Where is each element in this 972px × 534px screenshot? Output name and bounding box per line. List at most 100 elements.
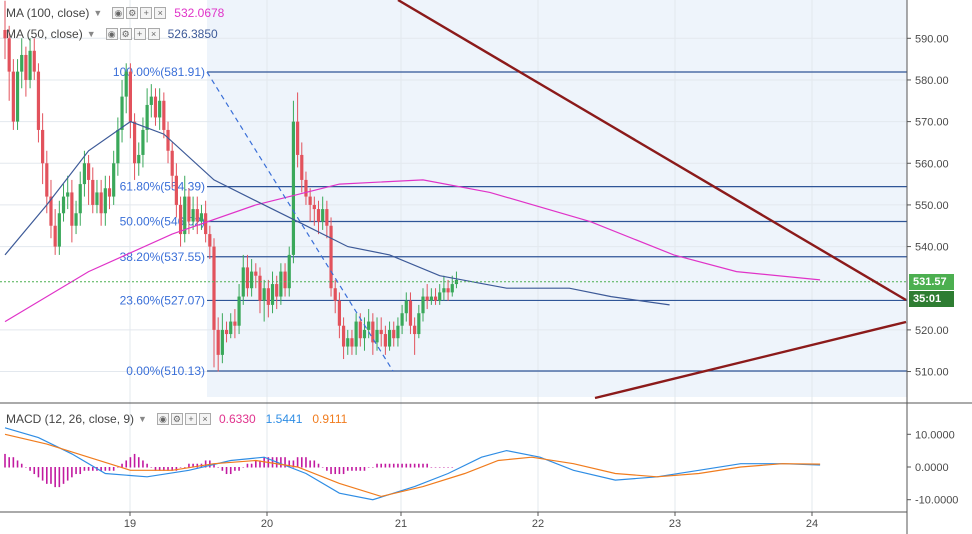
candle[interactable] <box>137 142 141 176</box>
candle[interactable] <box>41 113 45 185</box>
candle[interactable] <box>191 196 195 230</box>
candle[interactable] <box>166 121 170 164</box>
candle[interactable] <box>128 63 132 139</box>
candle[interactable] <box>287 246 291 297</box>
settings-icon[interactable]: ⚙ <box>170 413 183 425</box>
candle[interactable] <box>367 309 371 339</box>
candle[interactable] <box>149 84 153 118</box>
candle[interactable] <box>291 100 296 264</box>
close-icon[interactable]: × <box>198 413 211 425</box>
candle[interactable] <box>425 284 429 310</box>
candle[interactable] <box>333 279 337 314</box>
candle[interactable] <box>183 175 187 243</box>
candle[interactable] <box>325 200 329 239</box>
candle[interactable] <box>404 292 408 322</box>
candle[interactable] <box>279 263 283 305</box>
candle[interactable] <box>120 79 124 143</box>
candle[interactable] <box>341 317 346 360</box>
candle[interactable] <box>15 59 20 130</box>
macd-signal-line[interactable] <box>4 433 821 498</box>
candle[interactable] <box>45 150 49 214</box>
candle[interactable] <box>124 63 128 114</box>
legend-controls[interactable]: ◉ ⚙ + × <box>112 7 167 19</box>
candle[interactable] <box>57 200 61 255</box>
candle[interactable] <box>446 279 450 301</box>
candle[interactable] <box>304 171 308 205</box>
candle[interactable] <box>91 167 95 214</box>
candle[interactable] <box>141 117 145 168</box>
ma100-line[interactable] <box>4 179 821 323</box>
candle[interactable] <box>36 63 41 143</box>
candle[interactable] <box>258 267 262 314</box>
candle[interactable] <box>7 25 11 101</box>
candle[interactable] <box>396 317 400 347</box>
candle[interactable] <box>53 209 57 255</box>
candle[interactable] <box>224 321 229 343</box>
candle[interactable] <box>346 329 350 355</box>
candle[interactable] <box>158 88 162 130</box>
candle[interactable] <box>103 175 107 226</box>
candle[interactable] <box>153 88 158 126</box>
candle[interactable] <box>28 38 32 89</box>
candle[interactable] <box>283 263 287 297</box>
candle[interactable] <box>387 321 392 351</box>
candle[interactable] <box>233 309 237 339</box>
candle[interactable] <box>199 204 204 230</box>
candle[interactable] <box>237 284 241 335</box>
chevron-down-icon[interactable]: ▼ <box>93 8 103 18</box>
candle[interactable] <box>383 325 387 355</box>
candle[interactable] <box>116 117 120 176</box>
candle[interactable] <box>316 200 321 235</box>
candle[interactable] <box>49 179 53 239</box>
candle[interactable] <box>216 317 220 372</box>
candle[interactable] <box>11 59 15 130</box>
candle[interactable] <box>145 88 149 143</box>
candle[interactable] <box>266 279 270 318</box>
candle[interactable] <box>187 188 191 235</box>
ma50-line[interactable] <box>4 120 670 306</box>
close-icon[interactable]: × <box>147 28 160 40</box>
candle[interactable] <box>112 150 116 205</box>
candle[interactable] <box>379 317 383 347</box>
plus-icon[interactable]: + <box>140 7 153 19</box>
eye-icon[interactable]: ◉ <box>112 7 125 19</box>
legend-controls[interactable]: ◉ ⚙ + × <box>105 28 160 40</box>
candle[interactable] <box>99 179 103 226</box>
candle[interactable] <box>78 171 82 226</box>
fib-retracement-diagonal[interactable] <box>206 71 394 372</box>
descending-trendline[interactable] <box>397 0 907 302</box>
close-icon[interactable]: × <box>154 7 167 19</box>
candle[interactable] <box>371 313 375 355</box>
candle[interactable] <box>82 150 87 197</box>
candle[interactable] <box>413 317 417 355</box>
candle[interactable] <box>329 217 333 297</box>
candle[interactable] <box>24 46 28 97</box>
ascending-trendline[interactable] <box>594 320 907 400</box>
candle[interactable] <box>270 271 275 314</box>
settings-icon[interactable]: ⚙ <box>119 28 132 40</box>
candle[interactable] <box>300 142 304 193</box>
candle[interactable] <box>312 196 316 226</box>
chevron-down-icon[interactable]: ▼ <box>86 29 96 39</box>
candle[interactable] <box>241 254 245 305</box>
candle[interactable] <box>229 313 233 339</box>
candle[interactable] <box>3 0 7 60</box>
candle[interactable] <box>442 275 446 301</box>
candle[interactable] <box>95 179 99 214</box>
candle[interactable] <box>87 154 91 205</box>
plus-icon[interactable]: + <box>184 413 197 425</box>
candle[interactable] <box>170 142 174 189</box>
chevron-down-icon[interactable]: ▼ <box>138 414 147 424</box>
candle[interactable] <box>178 196 183 247</box>
candle[interactable] <box>208 225 212 260</box>
candle[interactable] <box>195 196 199 235</box>
candle[interactable] <box>392 321 396 347</box>
candle[interactable] <box>262 279 266 322</box>
candle[interactable] <box>174 163 178 218</box>
candle[interactable] <box>408 292 413 335</box>
candle[interactable] <box>438 284 442 305</box>
candle[interactable] <box>417 304 421 339</box>
candle[interactable] <box>61 184 66 222</box>
candle[interactable] <box>220 313 224 364</box>
candle[interactable] <box>337 292 341 339</box>
